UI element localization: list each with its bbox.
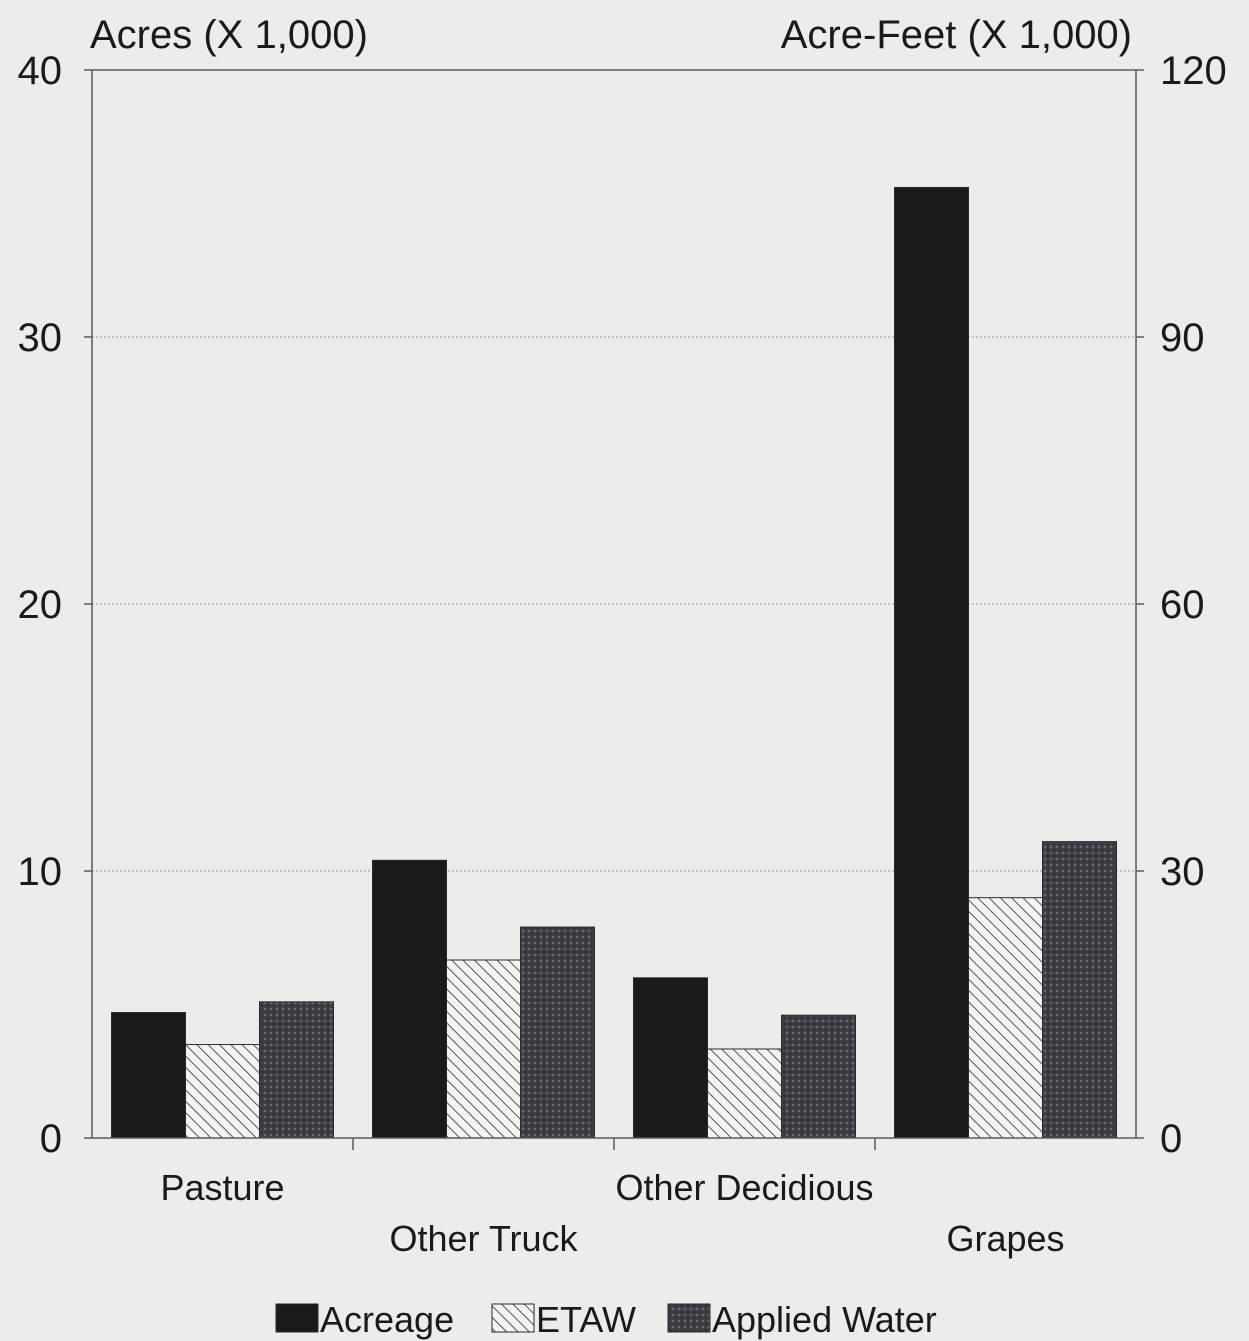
right-tick-label: 60 xyxy=(1160,583,1205,627)
bar-applied-water xyxy=(781,1014,856,1139)
bar-etaw xyxy=(968,897,1043,1139)
bar-acreage xyxy=(894,186,969,1139)
bars xyxy=(111,186,1117,1139)
legend-swatch xyxy=(667,1303,711,1333)
legend: Acreage ETAW Applied Water xyxy=(275,1299,937,1340)
category-label: Pasture xyxy=(160,1167,284,1208)
category-label: Grapes xyxy=(946,1218,1064,1259)
right-axis-title: Acre-Feet (X 1,000) xyxy=(781,13,1132,57)
bar-etaw xyxy=(185,1044,260,1139)
axes xyxy=(84,69,1144,1150)
bar-acreage xyxy=(633,977,708,1139)
left-tick-label: 30 xyxy=(18,316,63,360)
left-tick-label: 20 xyxy=(18,583,63,627)
bar-acreage xyxy=(111,1012,186,1139)
left-axis-title: Acres (X 1,000) xyxy=(90,13,368,57)
legend-swatch xyxy=(491,1303,535,1333)
bar-applied-water xyxy=(520,926,595,1139)
legend-label: Applied Water xyxy=(712,1299,937,1340)
legend-label: Acreage xyxy=(320,1299,454,1340)
bar-applied-water xyxy=(259,1001,334,1139)
right-tick-label: 0 xyxy=(1160,1117,1182,1161)
left-tick-label: 40 xyxy=(18,49,63,93)
right-tick-label: 30 xyxy=(1160,850,1205,894)
gridlines xyxy=(92,69,1136,872)
bar-etaw xyxy=(707,1048,782,1139)
labels: Acres (X 1,000) Acre-Feet (X 1,000) 0 10 2… xyxy=(18,13,1227,1259)
right-tick-label: 120 xyxy=(1160,49,1227,93)
category-label: Other Decidious xyxy=(615,1167,873,1208)
category-label: Other Truck xyxy=(389,1218,578,1259)
legend-label: ETAW xyxy=(536,1299,636,1340)
bar-acreage xyxy=(372,859,447,1139)
left-tick-label: 10 xyxy=(18,850,63,894)
right-tick-label: 90 xyxy=(1160,316,1205,360)
bar-applied-water xyxy=(1042,841,1117,1139)
legend-swatch xyxy=(275,1303,319,1333)
left-tick-label: 0 xyxy=(40,1117,62,1161)
bar-etaw xyxy=(446,959,521,1139)
